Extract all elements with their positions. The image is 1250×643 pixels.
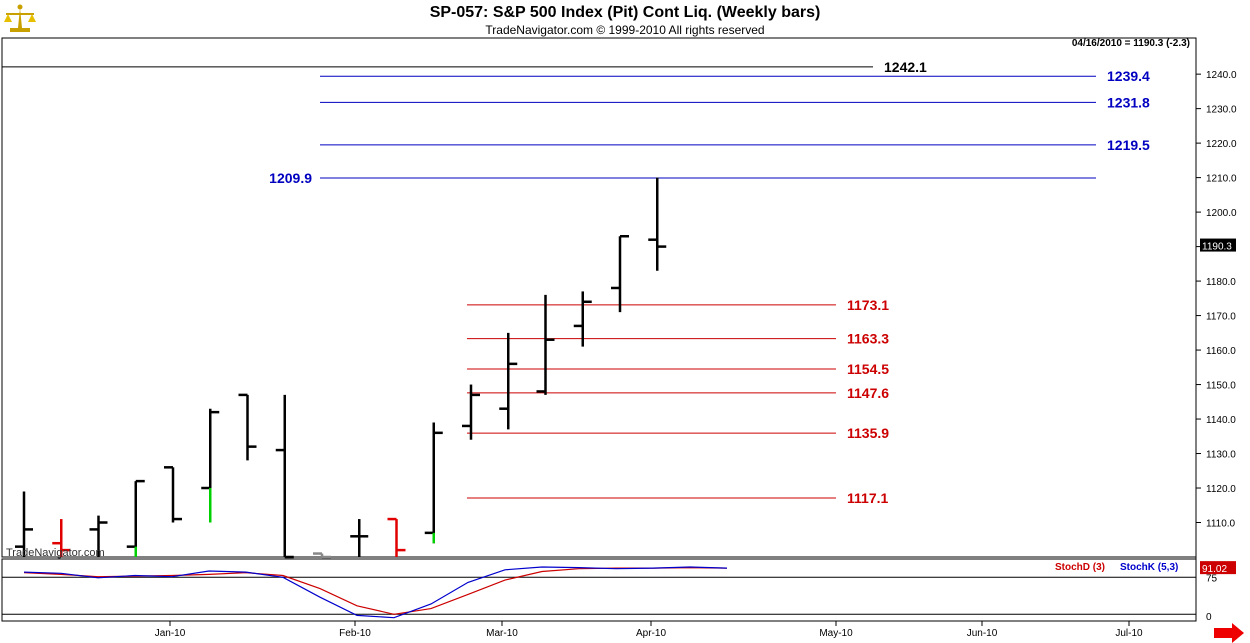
last-price-badge — [1200, 238, 1236, 252]
price-bars — [15, 177, 667, 559]
level-label: 1242.1 — [884, 59, 927, 75]
y-tick-label: 1190.0 — [1206, 243, 1236, 254]
y-tick-label: 1130.0 — [1206, 450, 1236, 461]
level-label: 1154.5 — [847, 361, 889, 377]
y-tick-label: 1140.0 — [1206, 415, 1236, 426]
price-panel-frame — [1, 37, 1197, 558]
x-tick-label: Feb-10 — [339, 628, 371, 639]
y-tick-label: 1120.0 — [1206, 484, 1236, 495]
level-label: 1135.9 — [847, 425, 889, 441]
ohlc-bar — [536, 294, 555, 395]
x-tick-label: Mar-10 — [486, 628, 518, 639]
level-label: 1209.9 — [269, 170, 312, 186]
stoch-value-badge — [1200, 561, 1236, 575]
ohlc-bar — [424, 422, 443, 544]
ohlc-bar — [350, 519, 369, 557]
ohlc-bar — [275, 394, 294, 559]
stoch-value-label: 91.02 — [1202, 564, 1227, 575]
last-price-readout: 04/16/2010 = 1190.3 (-2.3) — [1071, 38, 1190, 49]
y-tick-label: 1110.0 — [1206, 519, 1236, 530]
level-label: 1239.4 — [1107, 68, 1150, 84]
ohlc-bar — [387, 517, 406, 557]
x-tick-label: May-10 — [819, 628, 853, 639]
y-tick-label: 1210.0 — [1206, 174, 1237, 185]
stochD-legend: StochD (3) — [1055, 562, 1105, 573]
x-tick-label: Apr-10 — [636, 628, 666, 639]
level-label: 1163.3 — [847, 331, 889, 347]
level-lines: 1242.1 1239.4 1231.8 1219.5 1209.9 1173.1 1163… — [2, 59, 1150, 506]
stochastic-panel: 75 0 StochD (3) StochK (5,3) 91.02 — [2, 561, 1236, 623]
last-price-label: 1190.3 — [1202, 242, 1232, 253]
y-tick-label: 1180.0 — [1206, 277, 1236, 288]
watermark-text: TradeNavigator.com — [6, 547, 105, 559]
ohlc-bar — [89, 515, 108, 557]
x-tick-label: Jun-10 — [967, 628, 998, 639]
y-tick-label: 1200.0 — [1206, 208, 1237, 219]
stochK-legend: StochK (5,3) — [1120, 562, 1178, 573]
x-tick-label: Jan-10 — [155, 628, 186, 639]
ohlc-bar — [15, 491, 33, 557]
ohlc-bar — [573, 291, 592, 347]
chart-subtitle: TradeNavigator.com © 1999-2010 All right… — [485, 23, 765, 37]
plot-frames — [1, 37, 1197, 622]
level-label: 1231.8 — [1107, 94, 1150, 110]
y-tick-label: 1240.0 — [1206, 70, 1237, 81]
time-axis: Jan-10 Feb-10 Mar-10 Apr-10 May-10 Jun-10 Jul-… — [155, 621, 1143, 639]
ohlc-bar — [313, 552, 331, 559]
price-axis: 1110.0 1120.0 1130.0 1140.0 1150.0 1160.0 1170… — [1196, 70, 1237, 530]
level-label: 1147.6 — [847, 385, 889, 401]
ohlc-bar — [164, 466, 182, 523]
y-tick-label: 1150.0 — [1206, 381, 1236, 392]
level-label: 1219.5 — [1107, 137, 1150, 153]
stochD-line — [23, 566, 728, 615]
scales-logo-icon — [4, 4, 36, 32]
ohlc-bar — [499, 332, 518, 430]
ohlc-bar — [611, 234, 629, 313]
ohlc-bar — [126, 479, 145, 557]
ohlc-bar — [52, 519, 71, 557]
y-tick-label: 1160.0 — [1206, 346, 1236, 357]
ohlc-bar — [648, 177, 667, 271]
y-tick-label: 1170.0 — [1206, 312, 1236, 323]
stochK-line — [23, 566, 728, 619]
stoch-tick-label: 0 — [1206, 612, 1212, 623]
ohlc-bar — [238, 393, 257, 461]
chart-title: SP-057: S&P 500 Index (Pit) Cont Liq. (W… — [429, 4, 821, 21]
y-tick-label: 1220.0 — [1206, 139, 1237, 150]
scroll-right-arrow-icon[interactable] — [1214, 623, 1244, 643]
level-label: 1173.1 — [847, 297, 889, 313]
level-label: 1117.1 — [847, 490, 888, 506]
y-tick-label: 1230.0 — [1206, 105, 1237, 116]
ohlc-bar — [462, 384, 480, 440]
x-tick-label: Jul-10 — [1115, 628, 1143, 639]
stoch-tick-label: 75 — [1206, 573, 1218, 584]
